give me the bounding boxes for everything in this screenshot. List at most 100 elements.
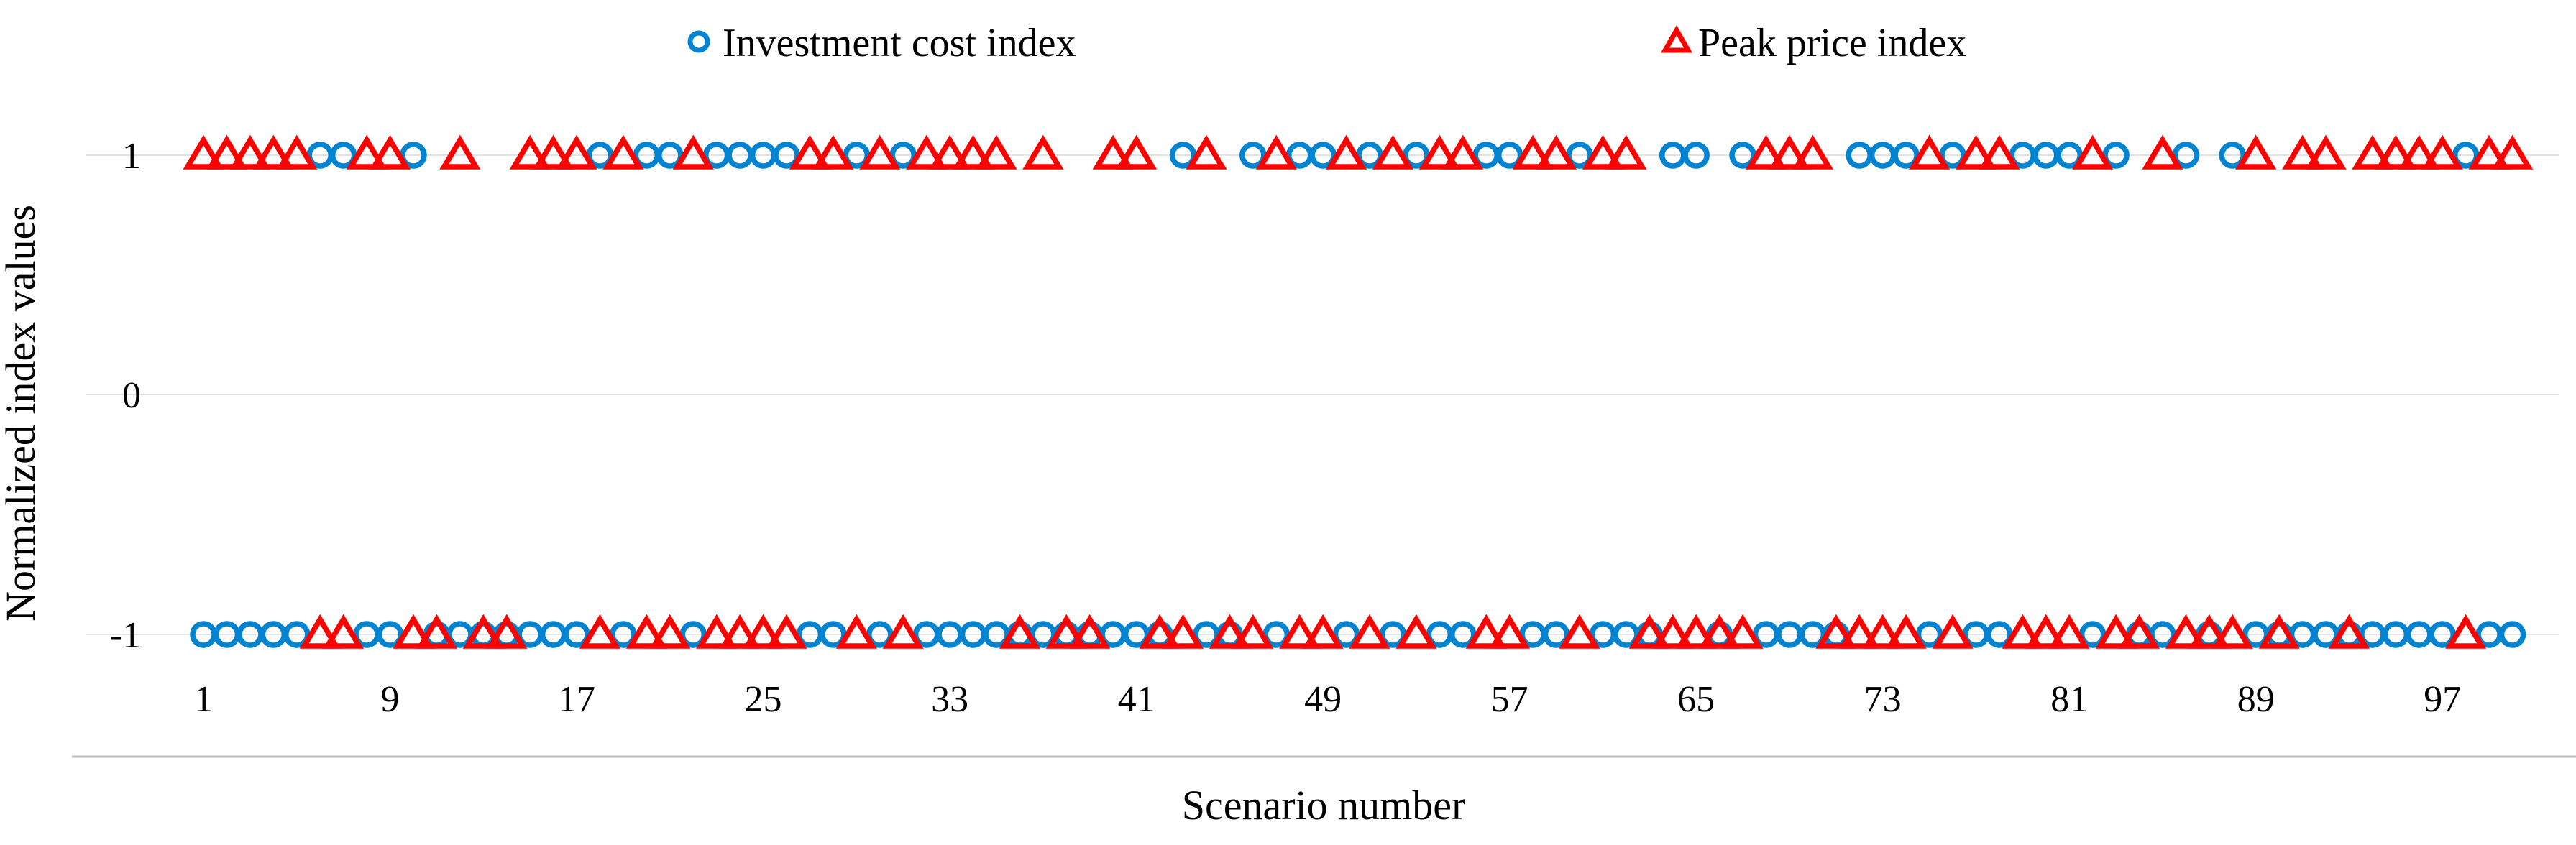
- peak-marker: [439, 134, 481, 170]
- peak-marker: [1838, 614, 1880, 649]
- investment-marker: [866, 621, 894, 648]
- peak-marker: [2258, 614, 2300, 649]
- investment-marker: [843, 142, 871, 169]
- peak-marker: [1535, 134, 1577, 170]
- peak-marker: [1955, 134, 1997, 170]
- peak-marker: [509, 134, 551, 170]
- legend-item-investment: Investment cost index: [687, 21, 1076, 65]
- peak-marker: [1699, 614, 1741, 649]
- investment-marker: [889, 142, 917, 169]
- y-axis-tick-labels: 1 0 -1: [110, 136, 141, 656]
- investment-marker: [1682, 142, 1710, 169]
- x-tick-label: 9: [381, 679, 400, 720]
- investment-marker: [1729, 142, 1756, 169]
- investment-marker: [1239, 142, 1267, 169]
- peak-marker: [206, 134, 248, 170]
- peak-marker: [1792, 134, 1833, 170]
- x-tick-label: 57: [1491, 679, 1528, 720]
- investment-marker: [1403, 142, 1430, 169]
- peak-marker: [2282, 134, 2324, 170]
- peak-marker: [1279, 614, 1321, 649]
- investment-marker: [376, 621, 404, 648]
- investment-marker: [1495, 142, 1523, 169]
- investment-marker: [2219, 142, 2247, 169]
- investment-marker: [2429, 621, 2456, 648]
- peak-marker: [2048, 614, 2090, 649]
- y-tick-label: -1: [110, 615, 141, 656]
- peak-marker: [1325, 134, 1367, 170]
- peak-marker: [2398, 134, 2440, 170]
- investment-marker: [1262, 621, 1290, 648]
- investment-marker: [2452, 142, 2480, 169]
- peak-marker: [1162, 614, 1204, 649]
- peak-marker: [649, 614, 691, 649]
- investment-marker: [1356, 142, 1383, 169]
- peak-marker: [556, 134, 597, 170]
- investment-marker: [679, 621, 707, 648]
- investment-marker: [563, 621, 590, 648]
- peak-marker: [323, 614, 365, 649]
- gridlines: [86, 154, 2559, 635]
- peak-marker: [1232, 614, 1274, 649]
- x-axis-tick-labels: 1 9 17 25 33 41 49 57 65 73 81 89 97: [194, 679, 2461, 720]
- peak-marker: [346, 134, 388, 170]
- x-tick-label: 73: [1864, 679, 1902, 720]
- peak-marker: [1255, 134, 1297, 170]
- peak-marker: [672, 134, 714, 170]
- investment-marker: [773, 142, 800, 169]
- legend-item-peak: Peak price index: [1660, 21, 1966, 65]
- legend-triangle-icon: [1660, 24, 1693, 53]
- peak-marker: [1652, 614, 1694, 649]
- peak-marker: [1418, 134, 1460, 170]
- peak-marker: [1769, 134, 1810, 170]
- peak-marker: [835, 614, 877, 649]
- y-tick-label: 1: [122, 136, 141, 177]
- investment-marker: [1169, 142, 1197, 169]
- x-tick-label: 97: [2424, 679, 2461, 720]
- peak-marker: [2375, 134, 2416, 170]
- peak-marker: [1815, 614, 1857, 649]
- peak-marker: [1489, 614, 1531, 649]
- peak-marker: [789, 134, 831, 170]
- peak-marker: [1559, 614, 1600, 649]
- investment-marker: [1379, 621, 1407, 648]
- investment-marker: [820, 621, 847, 648]
- investment-marker: [2498, 621, 2526, 648]
- peak-marker: [1722, 614, 1764, 649]
- peak-marker: [2072, 134, 2114, 170]
- y-tick-label: 0: [122, 375, 141, 416]
- peak-marker: [1628, 614, 1670, 649]
- peak-marker: [1045, 614, 1087, 649]
- investment-marker: [586, 142, 614, 169]
- peak-marker: [1092, 134, 1134, 170]
- peak-marker: [625, 614, 667, 649]
- peak-marker: [976, 134, 1017, 170]
- peak-marker: [952, 134, 994, 170]
- peak-marker: [2211, 614, 2253, 649]
- peak-marker: [486, 614, 528, 649]
- peak-marker: [2235, 134, 2277, 170]
- peak-marker: [1116, 134, 1158, 170]
- peak-marker: [1372, 134, 1414, 170]
- series-peak-price-index: [183, 134, 2534, 649]
- peak-marker: [999, 614, 1040, 649]
- x-tick-label: 33: [931, 679, 968, 720]
- investment-marker: [1939, 142, 1966, 169]
- legend-label-peak: Peak price index: [1698, 21, 1966, 65]
- peak-marker: [1465, 614, 1507, 649]
- peak-marker: [2165, 614, 2206, 649]
- x-tick-label: 17: [558, 679, 595, 720]
- peak-marker: [1908, 134, 1951, 170]
- peak-marker: [859, 134, 901, 170]
- peak-marker: [742, 614, 784, 649]
- peak-marker: [2328, 614, 2370, 649]
- peak-marker: [1395, 614, 1437, 649]
- peak-marker: [812, 134, 854, 170]
- peak-marker: [2118, 614, 2160, 649]
- investment-marker: [2149, 621, 2176, 648]
- legend: Investment cost index Peak price index: [687, 21, 1966, 65]
- peak-marker: [882, 614, 924, 649]
- investment-marker: [400, 142, 427, 169]
